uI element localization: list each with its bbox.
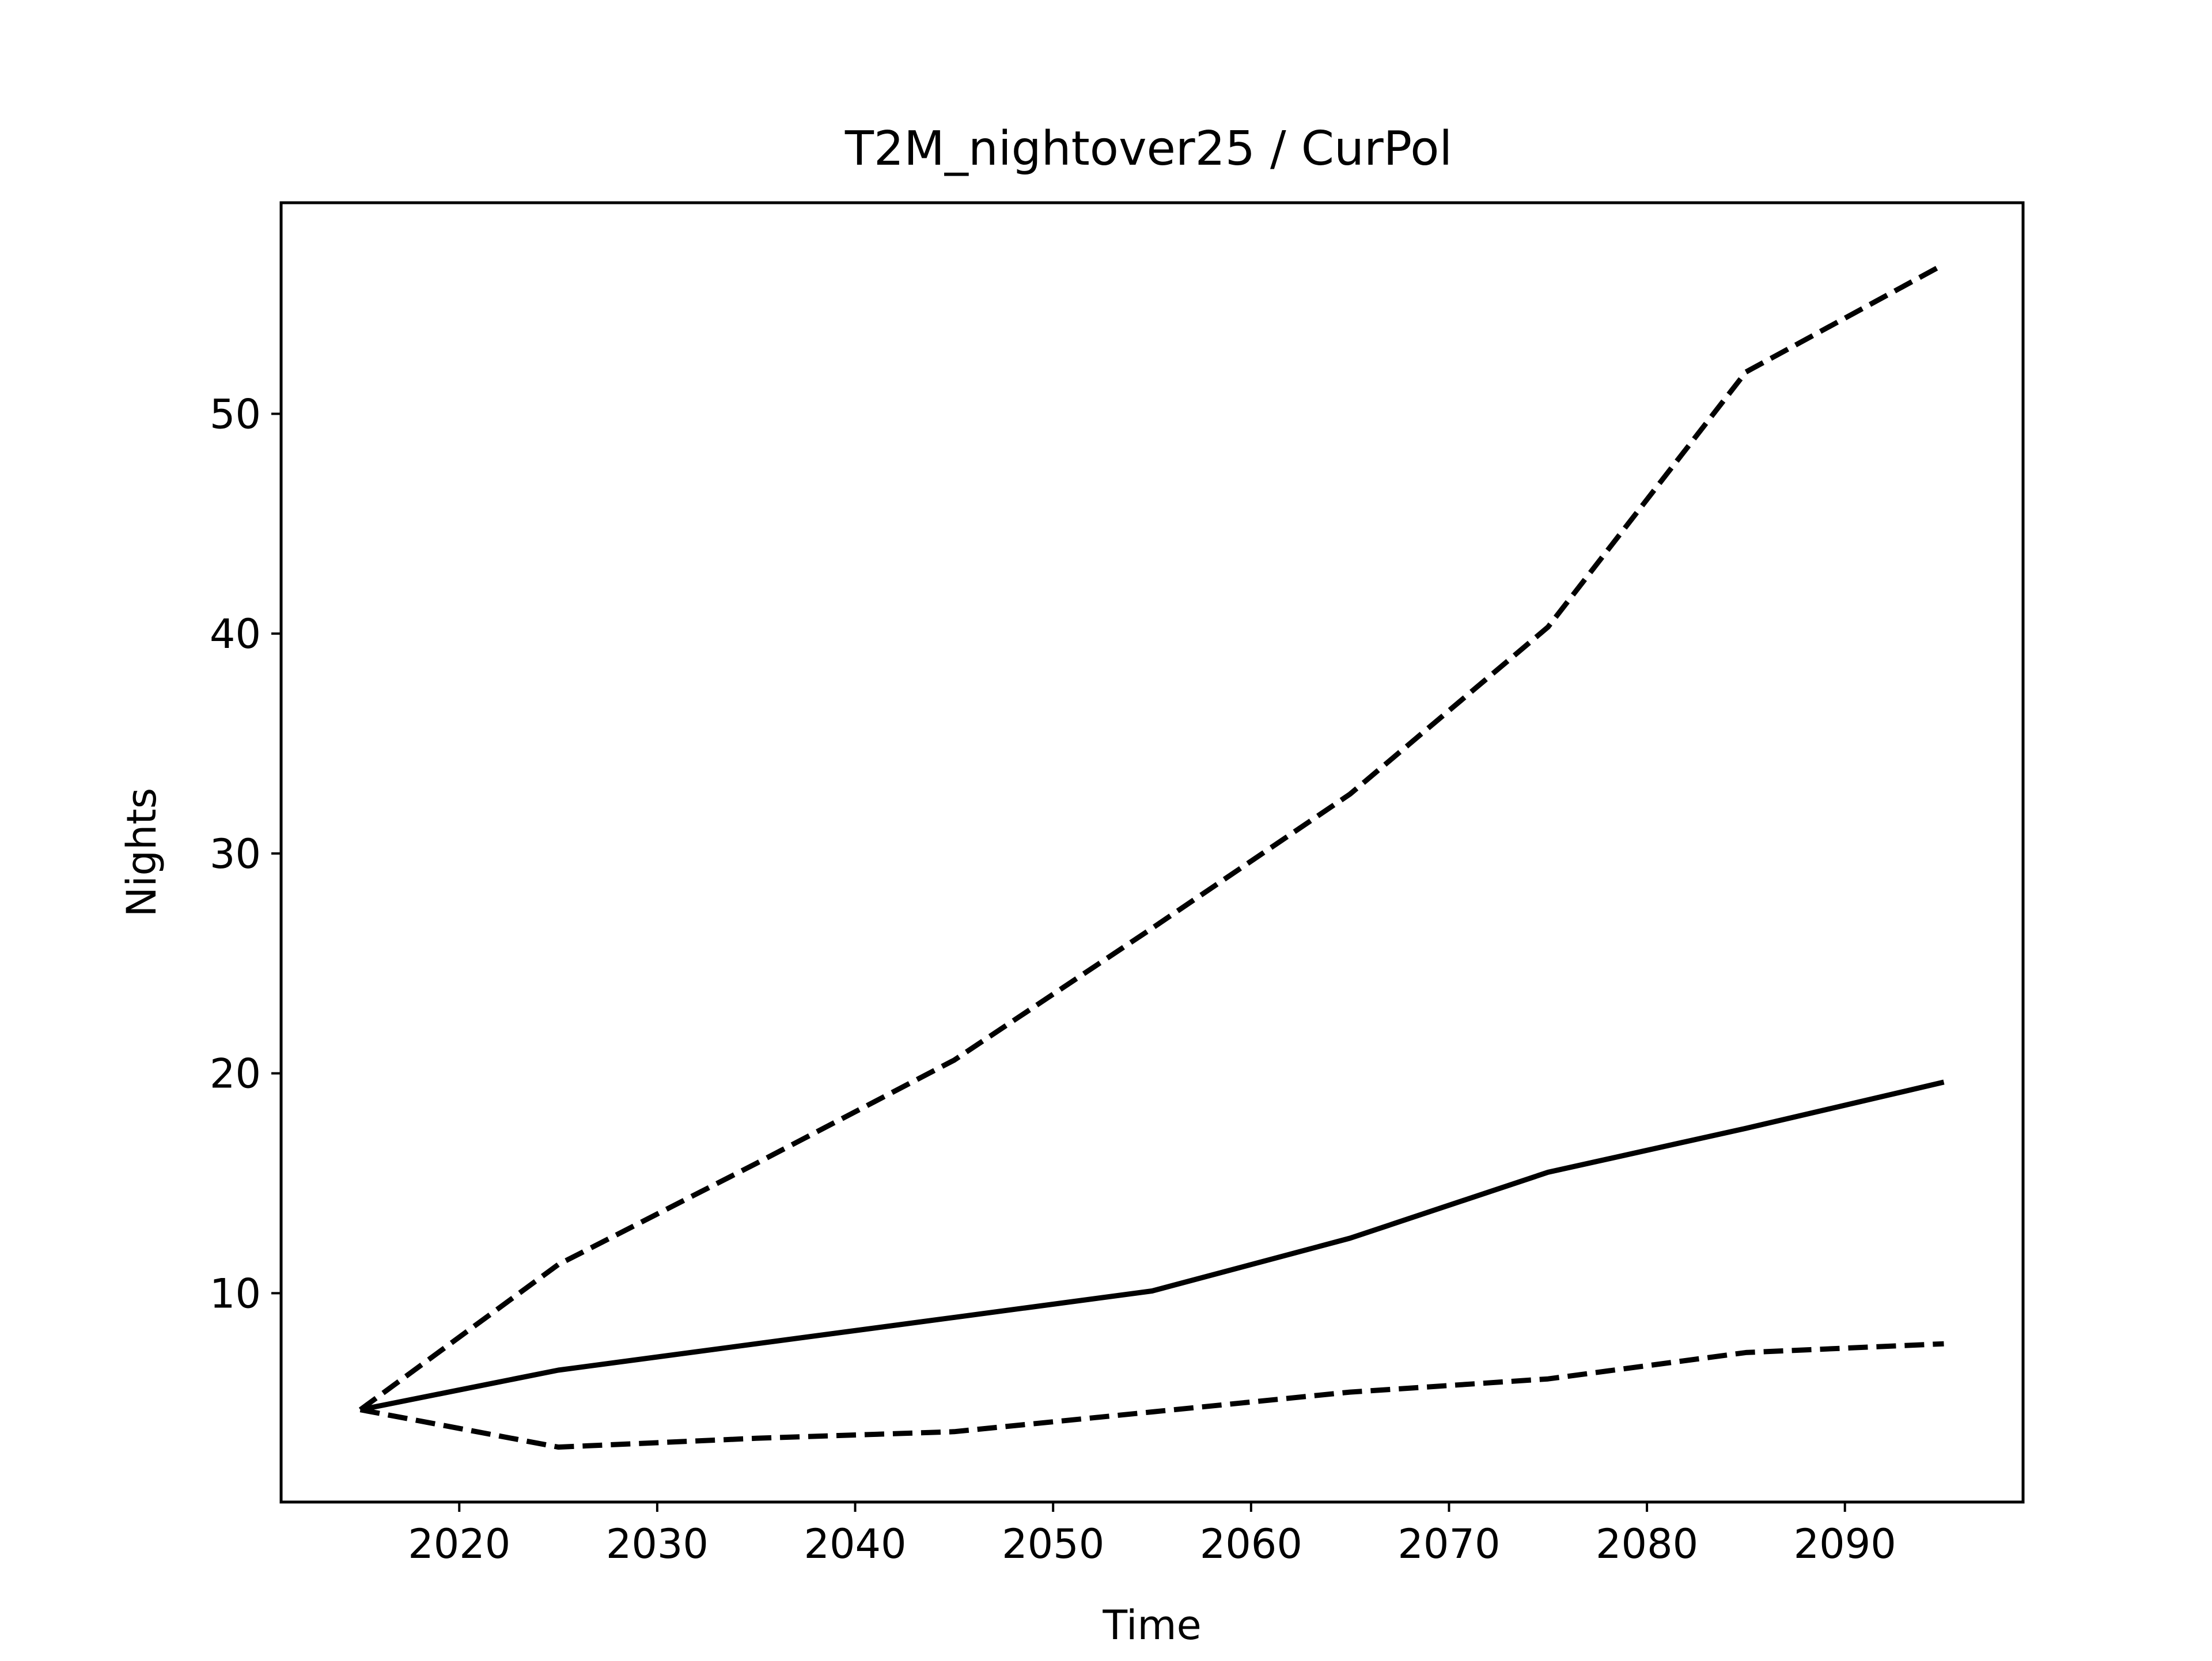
y-tick-label: 40 bbox=[210, 610, 261, 658]
y-tick-label: 20 bbox=[210, 1051, 261, 1098]
x-tick-label: 2090 bbox=[1794, 1520, 1896, 1568]
x-tick-label: 2080 bbox=[1596, 1520, 1698, 1568]
x-tick-label: 2070 bbox=[1397, 1520, 1500, 1568]
y-tick-label: 50 bbox=[210, 390, 261, 438]
x-tick-label: 2030 bbox=[606, 1520, 709, 1568]
y-axis-label: Nights bbox=[118, 788, 165, 917]
series-layer bbox=[358, 261, 1945, 1450]
chart-title: T2M_nightover25 / CurPol bbox=[844, 122, 1452, 176]
x-tick-label: 2060 bbox=[1200, 1520, 1302, 1568]
plot-area-frame bbox=[279, 201, 2025, 1504]
series-line-3 bbox=[359, 1341, 1944, 1450]
x-tick-label: 2020 bbox=[408, 1520, 510, 1568]
series-line-2 bbox=[358, 261, 1945, 1412]
x-tick-label: 2040 bbox=[804, 1520, 906, 1568]
y-tick-label: 30 bbox=[210, 830, 261, 878]
x-axis-label: Time bbox=[1102, 1602, 1201, 1649]
y-axis: 10 20 30 40 50 bbox=[210, 390, 281, 1317]
series-line-1 bbox=[359, 1079, 1945, 1413]
x-tick-label: 2050 bbox=[1002, 1520, 1104, 1568]
y-tick-label: 10 bbox=[210, 1270, 261, 1317]
x-axis: 2020 2030 2040 2050 2060 2070 2080 2090 bbox=[408, 1502, 1896, 1568]
